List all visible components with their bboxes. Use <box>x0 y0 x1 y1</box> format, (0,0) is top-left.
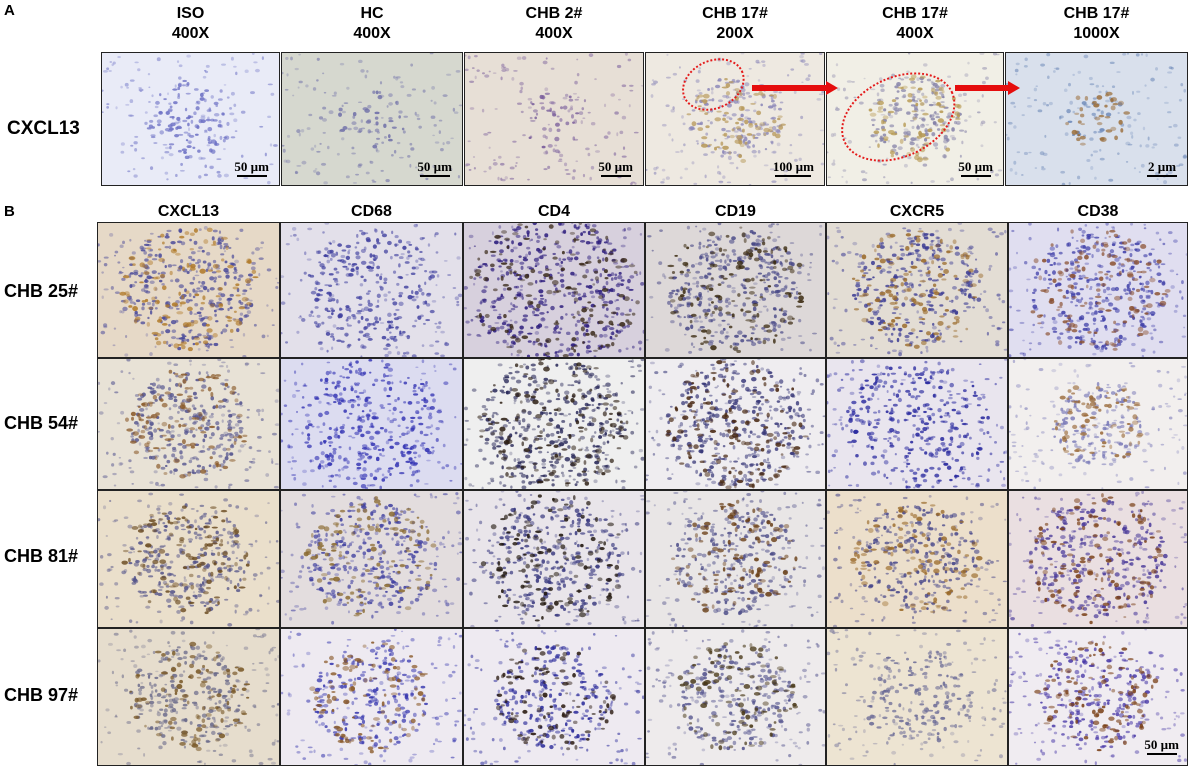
micrograph-tile <box>97 222 280 358</box>
scale-bar: 50 µm <box>1144 738 1179 755</box>
arrow-icon <box>955 81 1020 95</box>
column-header-magnification: 400X <box>171 25 210 42</box>
micrograph-tile <box>463 628 645 766</box>
scale-bar-label: 50 µm <box>417 159 452 174</box>
scale-bar: 50 µm <box>598 160 633 177</box>
scale-bar-label: 50 µm <box>1144 737 1179 752</box>
micrograph-tile: 50 µm <box>281 52 463 186</box>
scale-bar: 2 µm <box>1147 160 1177 177</box>
panel-a-column-header: HC 400X <box>312 4 432 44</box>
micrograph-tile <box>97 628 280 766</box>
micrograph-tile <box>280 628 463 766</box>
panel-a-column-header: ISO 400X <box>131 4 251 44</box>
micrograph-tile <box>645 490 826 628</box>
micrograph-tile <box>826 222 1008 358</box>
micrograph-tile <box>826 358 1008 490</box>
micrograph-tile <box>463 358 645 490</box>
panel-b-column-header: CD68 <box>351 203 392 220</box>
micrograph-tile: 50 µm <box>1008 628 1188 766</box>
micrograph-tile: 50 µm <box>464 52 644 186</box>
micrograph-tile <box>280 222 463 358</box>
scale-bar: 50 µm <box>234 160 269 177</box>
scale-bar-label: 50 µm <box>598 159 633 174</box>
row-label: CHB 54# <box>4 413 79 433</box>
row-label: CHB 25# <box>4 281 79 301</box>
micrograph-tile: 50 µm <box>826 52 1004 186</box>
column-header-sample: CHB 2# <box>525 5 583 22</box>
panel-b-column-header: CD38 <box>1077 203 1119 220</box>
row-label: CHB 81# <box>4 546 79 566</box>
micrograph-tile <box>645 358 826 490</box>
scale-bar-line <box>1146 753 1177 755</box>
micrograph-tile <box>97 490 280 628</box>
micrograph-tile <box>826 490 1008 628</box>
micrograph-tile: 100 µm <box>645 52 825 186</box>
region-highlight-ellipse <box>841 72 956 162</box>
panel-a-column-header: CHB 2# 400X <box>494 4 614 44</box>
scale-bar-line <box>236 175 267 177</box>
column-header-magnification: 400X <box>353 25 391 42</box>
panel-b-column-header: CXCR5 <box>889 203 945 220</box>
scale-bar-line <box>960 175 991 177</box>
panel-b-letter: B <box>4 203 15 220</box>
micrograph-tile <box>280 358 463 490</box>
panel-b-column-header: CD4 <box>537 203 570 220</box>
column-header-sample: ISO <box>176 5 205 22</box>
scale-bar: 50 µm <box>958 160 993 177</box>
micrograph-tile <box>645 222 826 358</box>
micrograph-tile <box>645 628 826 766</box>
row-label: CHB 97# <box>4 685 79 705</box>
scale-bar-label: 2 µm <box>1147 159 1177 174</box>
micrograph-tile: 2 µm <box>1005 52 1188 186</box>
micrograph-tile <box>463 490 645 628</box>
column-header-sample: CHB 17# <box>702 5 768 22</box>
micrograph-tile <box>1008 490 1188 628</box>
scale-bar-line <box>1147 175 1177 177</box>
panel-a-column-header: CHB 17# 1000X <box>1037 4 1157 44</box>
micrograph-tile <box>463 222 645 358</box>
column-header-magnification: 400X <box>535 25 573 42</box>
panel-a-column-header: CHB 17# 200X <box>675 4 795 44</box>
micrograph-tile <box>97 358 280 490</box>
scale-bar: 50 µm <box>417 160 452 177</box>
scale-bar-label: 100 µm <box>772 159 814 174</box>
arrow-icon <box>752 81 838 95</box>
micrograph-tile <box>280 490 463 628</box>
column-header-magnification: 1000X <box>1073 25 1120 42</box>
scale-bar-label: 50 µm <box>234 159 269 174</box>
panel-b-column-header: CD19 <box>715 203 756 220</box>
column-header-sample: CHB 17# <box>882 5 948 22</box>
micrograph-tile <box>1008 358 1188 490</box>
scale-bar-line <box>775 175 812 177</box>
region-highlight-ellipse <box>682 58 745 111</box>
panel-a-letter: A <box>4 2 15 19</box>
scale-bar-label: 50 µm <box>958 159 993 174</box>
column-header-magnification: 400X <box>896 25 934 42</box>
panel-b-column-header: CXCL13 <box>157 203 220 220</box>
panel-a-column-header: CHB 17# 400X <box>855 4 975 44</box>
micrograph-tile: 50 µm <box>101 52 280 186</box>
column-header-magnification: 200X <box>716 25 754 42</box>
scale-bar-line <box>419 175 450 177</box>
scale-bar: 100 µm <box>773 160 814 177</box>
column-header-sample: CHB 17# <box>1063 5 1130 22</box>
column-header-sample: HC <box>360 5 384 22</box>
micrograph-tile <box>1008 222 1188 358</box>
micrograph-tile <box>826 628 1008 766</box>
panel-a-row-label: CXCL13 <box>7 118 80 139</box>
scale-bar-line <box>600 175 631 177</box>
